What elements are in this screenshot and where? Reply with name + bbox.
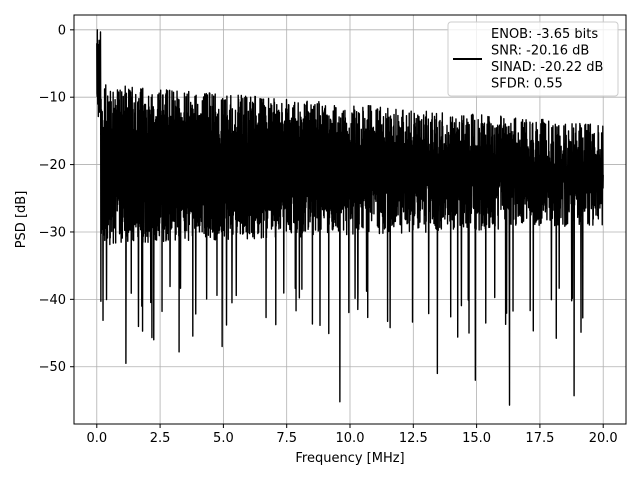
y-tick-label: 0 bbox=[58, 23, 66, 38]
x-tick-label: 15.0 bbox=[462, 431, 491, 446]
legend-text-enob: ENOB: -3.65 bits bbox=[491, 27, 598, 42]
x-tick-label: 12.5 bbox=[399, 431, 428, 446]
y-tick-label: −40 bbox=[39, 293, 66, 308]
y-tick-label: −20 bbox=[39, 158, 66, 173]
x-axis-ticks: 0.0 2.5 5.0 7.5 10.0 12.5 15.0 17.5 20.0 bbox=[86, 424, 618, 446]
legend-box bbox=[447, 21, 619, 97]
series-psd bbox=[96, 29, 604, 406]
y-tick-label: −10 bbox=[39, 91, 66, 106]
x-tick-label: 0.0 bbox=[86, 431, 107, 446]
x-tick-label: 2.5 bbox=[150, 431, 171, 446]
legend-text-sinad: SINAD: -20.22 dB bbox=[491, 60, 603, 75]
y-axis-label: PSD [dB] bbox=[14, 191, 29, 249]
x-tick-label: 10.0 bbox=[336, 431, 365, 446]
y-tick-label: −50 bbox=[39, 360, 66, 375]
x-axis-label: Frequency [MHz] bbox=[295, 451, 404, 466]
legend-text-snr: SNR: -20.16 dB bbox=[491, 44, 589, 59]
psd-series-line bbox=[96, 29, 604, 406]
legend-text-sfdr: SFDR: 0.55 bbox=[491, 77, 563, 92]
x-tick-label: 5.0 bbox=[213, 431, 234, 446]
y-axis-ticks: 0 −10 −20 −30 −40 −50 bbox=[39, 23, 74, 375]
legend: ENOB: -3.65 bits SNR: -20.16 dB SINAD: -… bbox=[447, 21, 619, 97]
x-tick-label: 20.0 bbox=[589, 431, 618, 446]
x-tick-label: 7.5 bbox=[276, 431, 297, 446]
y-tick-label: −30 bbox=[39, 225, 66, 240]
x-tick-label: 17.5 bbox=[525, 431, 554, 446]
